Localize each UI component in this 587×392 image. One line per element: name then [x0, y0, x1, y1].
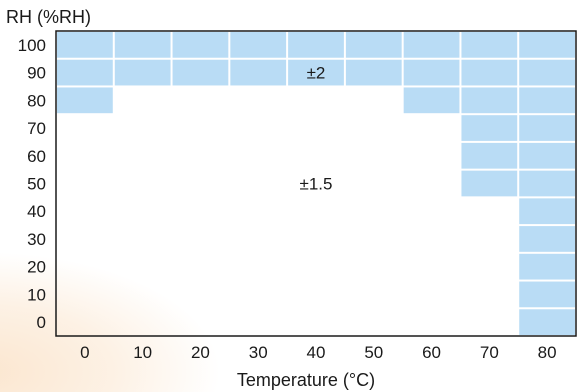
y-axis-label: RH (%RH) — [6, 7, 91, 27]
cell-t70-rh100 — [461, 32, 518, 58]
region-label: ±1.5 — [300, 175, 333, 194]
cell-t70-rh80 — [461, 87, 518, 114]
x-axis-label: Temperature (°C) — [237, 370, 375, 390]
cell-t0-rh80 — [57, 87, 113, 114]
y-tick-label: 20 — [27, 258, 46, 277]
y-tick-label: 10 — [27, 285, 46, 304]
cell-t80-rh80 — [519, 87, 575, 114]
cell-t70-rh60 — [461, 142, 518, 169]
cell-t80-rh50 — [519, 170, 575, 197]
cell-t40-rh100 — [288, 32, 344, 58]
x-tick-label: 40 — [307, 343, 326, 362]
cell-t80-rh60 — [519, 142, 575, 169]
y-tick-label: 30 — [27, 230, 46, 249]
region-labels: ±2 ±1.5 — [300, 64, 333, 194]
cell-t10-rh100 — [114, 32, 171, 58]
cell-t30-rh90 — [230, 59, 287, 86]
cell-t80-rh10 — [519, 281, 575, 308]
y-tick-label: 100 — [18, 36, 46, 55]
cell-t0-rh90 — [57, 59, 113, 86]
x-tick-label: 70 — [480, 343, 499, 362]
cell-t60-rh80 — [403, 87, 460, 114]
x-tick-label: 80 — [538, 343, 557, 362]
cell-t30-rh100 — [230, 32, 287, 58]
cell-t80-rh30 — [519, 226, 575, 252]
cell-t80-rh70 — [519, 115, 575, 141]
y-tick-label: 70 — [27, 119, 46, 138]
plot-frame — [55, 30, 577, 337]
x-tick-label: 50 — [364, 343, 383, 362]
cell-t70-rh50 — [461, 170, 518, 197]
cell-t20-rh100 — [172, 32, 229, 58]
cell-t40-rh90 — [288, 59, 344, 86]
cell-t60-rh100 — [403, 32, 460, 58]
shaded-cells — [57, 32, 575, 335]
cell-t70-rh90 — [461, 59, 518, 86]
y-tick-label: 90 — [27, 64, 46, 83]
cell-t80-rh100 — [519, 32, 575, 58]
cell-t0-rh100 — [57, 32, 113, 58]
y-tick-label: 80 — [27, 91, 46, 110]
x-axis-ticks: 0 10 20 30 40 50 60 70 80 — [80, 343, 556, 362]
cell-t10-rh90 — [114, 59, 171, 86]
cell-t70-rh70 — [461, 115, 518, 141]
y-tick-label: 0 — [37, 313, 46, 332]
region-label: ±2 — [307, 64, 326, 83]
x-tick-label: 30 — [249, 343, 268, 362]
cell-t60-rh90 — [403, 59, 460, 86]
x-tick-label: 20 — [191, 343, 210, 362]
x-tick-label: 0 — [80, 343, 89, 362]
y-tick-label: 40 — [27, 202, 46, 221]
cell-t50-rh90 — [345, 59, 402, 86]
cell-t80-rh40 — [519, 198, 575, 225]
cell-t80-rh0 — [519, 309, 575, 335]
cell-t80-rh20 — [519, 253, 575, 280]
cell-t20-rh90 — [172, 59, 229, 86]
x-tick-label: 60 — [422, 343, 441, 362]
cell-t80-rh90 — [519, 59, 575, 86]
x-tick-label: 10 — [133, 343, 152, 362]
cell-t50-rh100 — [345, 32, 402, 58]
y-tick-label: 60 — [27, 147, 46, 166]
y-tick-label: 50 — [27, 175, 46, 194]
